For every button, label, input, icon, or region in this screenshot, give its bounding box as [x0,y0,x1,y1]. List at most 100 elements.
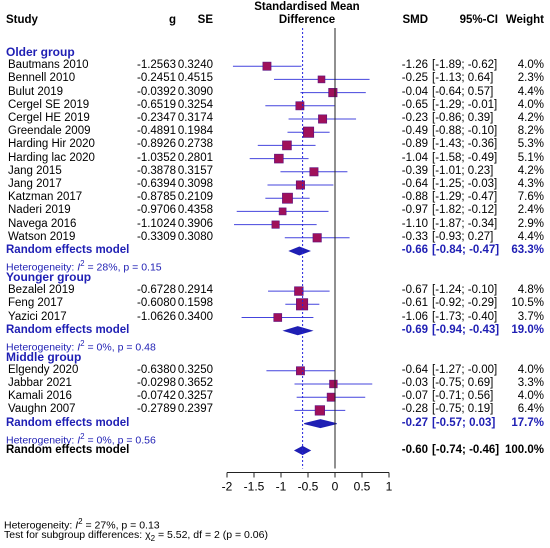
study-weight: 4.0% [517,390,544,403]
study-se: 0.3250 [177,363,213,376]
x-tick-label: -2 [222,480,233,494]
study-weight: 7.6% [517,191,544,204]
study-smd: -0.88 [401,191,428,204]
study-ci: [-0.86; 0.39] [432,112,494,124]
x-tick-label: -1 [276,480,287,494]
study-smd: -0.97 [401,204,428,217]
study-name: Bulut 2019 [8,85,63,98]
study-ci: [-0.93; 0.27] [432,230,494,243]
pooled-weight: 63.3% [511,244,544,256]
study-smd: -0.07 [401,390,428,403]
study-ci: [-1.29; -0.47] [432,191,498,204]
study-ci: [-1.73; -0.40] [432,310,498,323]
study-ci: [-1.13; 0.64] [432,72,494,85]
group-title: Older group [6,45,75,59]
study-smd: -0.33 [401,230,428,243]
study-name: Katzman 2017 [8,191,83,204]
study-weight: 4.0% [517,59,544,72]
study-smd: -1.10 [401,217,428,230]
group-heterogeneity: Heterogeneity: I2 = 0%, p = 0.48 [6,338,156,354]
study-g: -0.8926 [136,138,176,151]
study-weight: 3.7% [517,310,544,323]
study-se: 0.3254 [177,98,213,111]
study-square [312,233,322,243]
study-square [295,180,305,190]
study-name: Jang 2015 [8,164,62,177]
study-se: 0.4358 [177,204,213,217]
group-title: Younger group [6,269,92,284]
study-weight: 2.9% [517,217,544,230]
study-se: 0.2109 [177,191,213,204]
study-smd: -0.04 [401,85,428,98]
study-name: Harding Hir 2020 [8,138,95,151]
study-smd: -0.64 [401,363,428,376]
study-g: -0.6394 [136,178,176,190]
study-weight: 3.3% [517,377,544,389]
pooled-label: Random effects model [6,416,130,429]
header-ci: 95%-CI [459,14,498,26]
study-square [318,114,328,124]
overall-diamond [293,445,312,456]
study-se: 0.3080 [177,230,213,243]
pooled-ci: [-0.57; 0.03] [432,416,496,429]
study-g: -0.2347 [136,112,176,124]
study-name: Cergel SE 2019 [8,98,90,111]
study-name: Greendale 2009 [8,125,91,138]
study-smd: -0.67 [401,284,428,297]
study-square [273,313,283,322]
overall-label: Random effects model [6,443,130,456]
pooled-diamond [288,246,311,256]
study-square [282,192,293,204]
study-name: Elgendy 2020 [8,363,79,376]
pooled-ci: [-0.84; -0.47] [432,244,500,256]
study-ci: [-1.25; -0.03] [432,178,498,190]
pooled-smd: -0.69 [401,323,428,336]
study-g: -0.0298 [136,377,176,389]
study-se: 0.3098 [177,178,213,190]
study-name: Navega 2016 [8,217,77,230]
study-weight: 6.4% [517,403,544,416]
study-g: -0.2789 [136,403,176,416]
study-square [262,61,272,71]
study-weight: 4.2% [517,112,544,124]
pooled-smd: -0.66 [401,244,428,256]
study-smd: -0.89 [401,138,428,151]
study-name: Bennell 2010 [8,72,76,85]
study-name: Feng 2017 [8,297,63,310]
study-g: -0.6519 [136,98,176,111]
study-weight: 4.8% [517,284,544,297]
pooled-diamond [304,419,337,429]
study-ci: [-0.71; 0.56] [432,390,494,403]
study-g: -0.4891 [136,125,176,138]
study-name: Bautmans 2010 [8,59,89,72]
study-g: -0.3878 [136,164,176,177]
study-square [278,207,287,216]
study-ci: [-1.43; -0.36] [432,138,498,151]
study-ci: [-1.29; -0.01] [432,98,498,111]
study-smd: -0.28 [401,403,428,416]
x-tick-label: 1 [386,480,393,494]
study-se: 0.4515 [177,72,213,85]
x-tick-label: 0 [332,480,339,494]
study-se: 0.2801 [177,151,213,164]
study-name: Yazici 2017 [8,310,67,323]
study-g: -0.9706 [136,204,176,217]
study-ci: [-0.92; -0.29] [432,297,498,310]
study-ci: [-1.87; -0.34] [432,217,498,230]
study-square [294,286,304,296]
study-name: Naderi 2019 [8,204,71,217]
study-name: Jabbar 2021 [8,377,72,389]
study-g: -1.0352 [136,151,176,164]
study-smd: -0.39 [401,164,428,177]
study-smd: -0.25 [401,72,428,85]
overall-smd: -0.60 [401,443,428,456]
study-smd: -0.49 [401,125,428,138]
study-weight: 2.4% [517,204,544,217]
study-g: -0.3309 [136,230,176,243]
study-ci: [-0.64; 0.57] [432,85,494,98]
header-weight: Weight [505,14,544,26]
overall-heterogeneity: Heterogeneity: I2 = 27%, p = 0.13 [4,516,160,532]
x-tick-label: 0.5 [354,480,371,494]
study-g: -0.2451 [136,72,176,85]
